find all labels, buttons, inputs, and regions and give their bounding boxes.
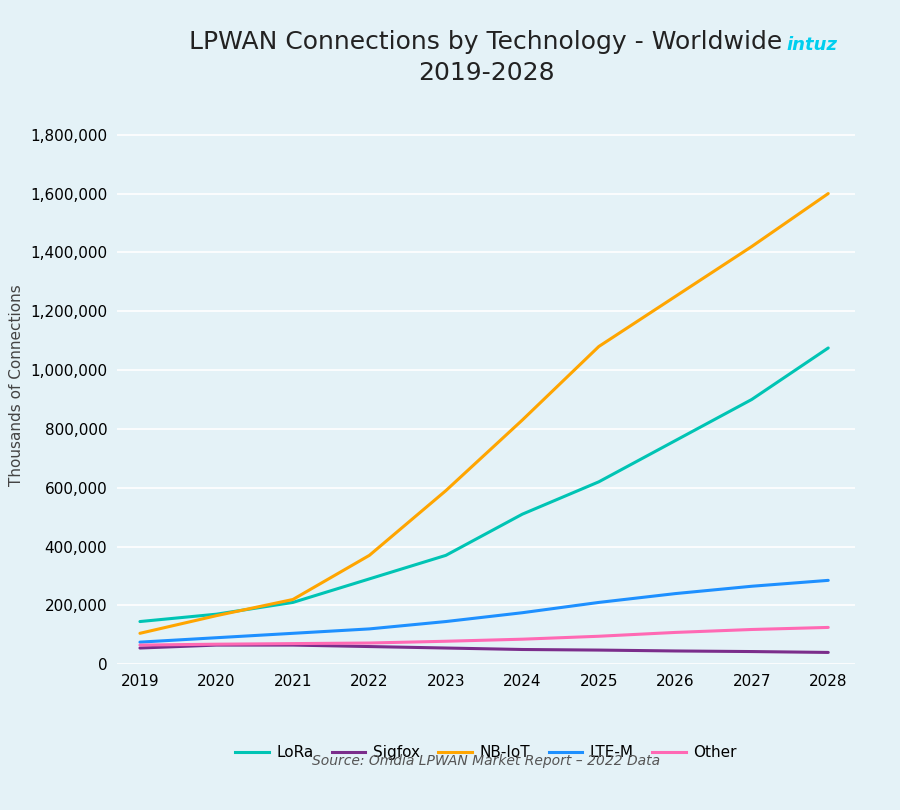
LoRa: [211, 609, 221, 619]
Line: Sigfox: Sigfox: [140, 645, 828, 652]
Sigfox: [823, 647, 833, 657]
LoRa: [670, 436, 680, 446]
Other: [746, 625, 757, 634]
Other: [134, 640, 145, 650]
Other: [517, 634, 527, 644]
NB-IoT: [364, 551, 374, 561]
LoRa: [134, 616, 145, 626]
NB-IoT: [134, 629, 145, 638]
LTE-M: [593, 598, 604, 608]
LTE-M: [440, 616, 451, 626]
NB-IoT: [670, 292, 680, 301]
LoRa: [593, 477, 604, 487]
LoRa: [364, 574, 374, 584]
LTE-M: [211, 633, 221, 642]
LTE-M: [670, 589, 680, 599]
Sigfox: [593, 646, 604, 655]
LTE-M: [287, 629, 298, 638]
Line: LTE-M: LTE-M: [140, 580, 828, 642]
Other: [364, 638, 374, 648]
Other: [287, 639, 298, 649]
Sigfox: [440, 643, 451, 653]
LoRa: [440, 551, 451, 561]
Text: intuz: intuz: [786, 36, 837, 54]
LTE-M: [823, 575, 833, 585]
Sigfox: [364, 642, 374, 651]
LoRa: [746, 394, 757, 404]
Sigfox: [134, 643, 145, 653]
Other: [593, 632, 604, 642]
NB-IoT: [746, 241, 757, 251]
LTE-M: [517, 608, 527, 617]
NB-IoT: [823, 189, 833, 198]
LTE-M: [134, 637, 145, 647]
Other: [823, 623, 833, 633]
NB-IoT: [211, 611, 221, 620]
LTE-M: [746, 582, 757, 591]
LTE-M: [364, 624, 374, 633]
NB-IoT: [440, 486, 451, 496]
Sigfox: [746, 646, 757, 656]
NB-IoT: [287, 595, 298, 604]
Line: LoRa: LoRa: [140, 348, 828, 621]
Title: LPWAN Connections by Technology - Worldwide
2019-2028: LPWAN Connections by Technology - Worldw…: [189, 30, 783, 85]
LoRa: [823, 343, 833, 353]
Text: Source: Omdia LPWAN Market Report – 2022 Data: Source: Omdia LPWAN Market Report – 2022…: [312, 754, 660, 769]
NB-IoT: [517, 416, 527, 425]
Other: [670, 628, 680, 637]
Sigfox: [211, 640, 221, 650]
Other: [211, 639, 221, 649]
LoRa: [517, 509, 527, 519]
Sigfox: [670, 646, 680, 656]
Other: [440, 637, 451, 646]
NB-IoT: [593, 342, 604, 352]
Legend: LoRa, Sigfox, NB-IoT, LTE-M, Other: LoRa, Sigfox, NB-IoT, LTE-M, Other: [229, 739, 743, 766]
Line: Other: Other: [140, 628, 828, 645]
LoRa: [287, 598, 298, 608]
Sigfox: [287, 640, 298, 650]
Line: NB-IoT: NB-IoT: [140, 194, 828, 633]
Y-axis label: Thousands of Connections: Thousands of Connections: [10, 284, 24, 486]
Sigfox: [517, 645, 527, 654]
